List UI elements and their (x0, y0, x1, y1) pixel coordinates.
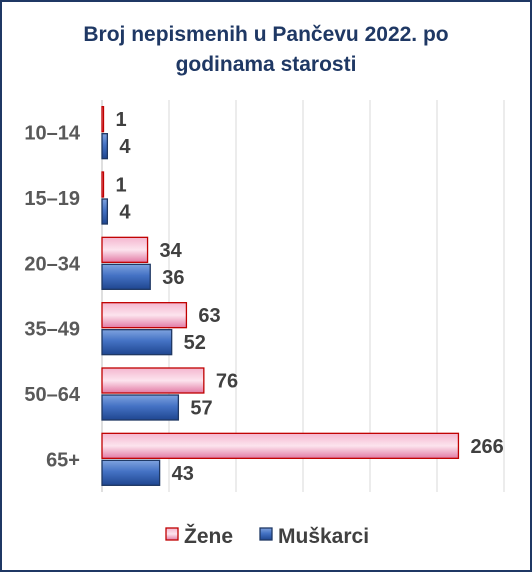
bars (101, 106, 460, 486)
data-label: 4 (119, 202, 131, 224)
category-label: 35–49 (24, 319, 80, 341)
bar-muskarci (101, 198, 109, 225)
data-label: 1 (116, 109, 127, 131)
bar-zene (101, 236, 149, 263)
data-label: 63 (198, 305, 220, 327)
category-label: 10–14 (24, 123, 80, 145)
legend-swatch (165, 527, 179, 541)
data-label: 76 (216, 371, 238, 393)
legend-swatch (259, 527, 273, 541)
bar-zene (101, 432, 460, 459)
bar-zene (101, 302, 188, 329)
bar-muskarci (101, 133, 109, 160)
data-label: 57 (190, 398, 212, 420)
bar-muskarci (101, 459, 161, 486)
legend-label: Muškarci (278, 525, 369, 548)
legend-label: Žene (184, 524, 233, 548)
bar-zene (101, 367, 205, 394)
bar-zene (101, 106, 105, 133)
category-label: 15–19 (24, 188, 80, 210)
chart-title-text: Broj nepismenih u Pančevu 2022. po godina… (83, 23, 449, 76)
bar-zene (101, 171, 105, 198)
bar-muskarci (101, 394, 180, 421)
chart-title: Broj nepismenih u Pančevu 2022. po godina… (0, 20, 532, 80)
data-label: 52 (184, 332, 206, 354)
data-label: 36 (162, 267, 184, 289)
category-labels: 10–14 15–19 20–34 35–49 50–64 65+ (24, 123, 80, 472)
data-label: 266 (470, 436, 503, 458)
category-label: 50–64 (24, 384, 80, 406)
data-label: 4 (119, 136, 131, 158)
gridlines (101, 100, 505, 492)
data-label: 34 (160, 240, 183, 262)
legend: Žene Muškarci (165, 524, 369, 548)
data-label: 1 (116, 175, 127, 197)
bar-muskarci (101, 263, 151, 290)
category-label: 20–34 (24, 253, 80, 275)
data-label: 43 (172, 463, 194, 485)
category-label: 65+ (46, 449, 80, 471)
bar-muskarci (101, 329, 173, 356)
